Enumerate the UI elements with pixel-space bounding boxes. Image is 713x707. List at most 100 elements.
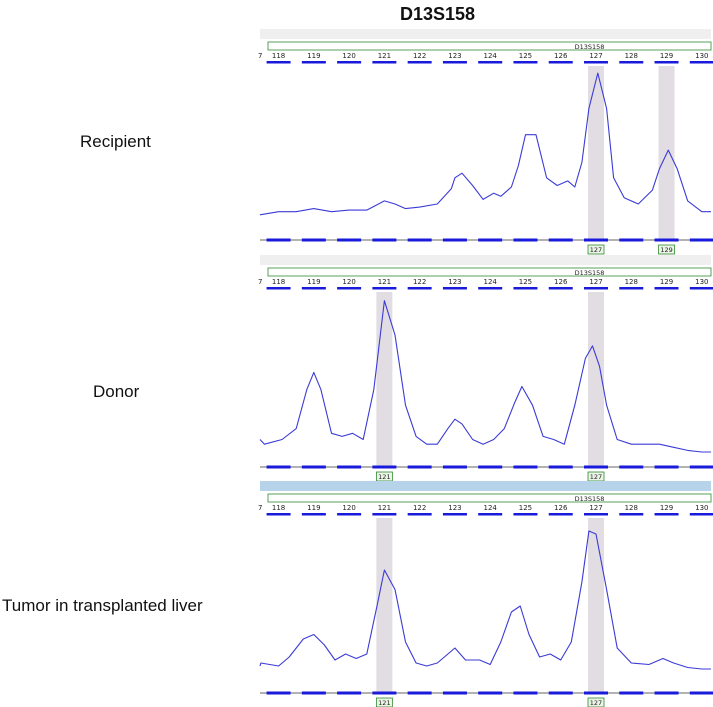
- bin-bar-bottom: [407, 465, 432, 469]
- tick-label: 122: [413, 278, 426, 286]
- tick-label: 126: [554, 52, 568, 60]
- marker-name-label: D13S158: [575, 495, 605, 503]
- peak-highlight-band: [588, 66, 604, 240]
- bin-bar-bottom: [689, 238, 713, 242]
- tick-label: 125: [519, 504, 532, 512]
- bin-bar-top: [478, 61, 503, 64]
- tick-label: 123: [448, 504, 461, 512]
- bin-bar-top: [442, 61, 467, 64]
- panel-top-bar: [260, 255, 711, 265]
- bin-bar-top: [513, 61, 538, 64]
- bin-bar-bottom: [442, 238, 467, 242]
- tick-label: 119: [307, 52, 320, 60]
- bin-bar-bottom: [584, 691, 608, 695]
- tick-label: 129: [660, 278, 673, 286]
- tick-label: 128: [625, 278, 638, 286]
- bin-bar-top: [442, 287, 467, 290]
- bin-bar-top: [548, 513, 573, 516]
- marker-name-label: D13S158: [575, 269, 605, 277]
- bin-bar-bottom: [266, 238, 291, 242]
- bin-bar-bottom: [654, 691, 679, 695]
- bin-bar-top: [337, 513, 362, 516]
- row-label-recipient: Recipient: [80, 132, 151, 151]
- bin-bar-bottom: [372, 465, 397, 469]
- tick-label: 118: [272, 278, 285, 286]
- bin-bar-bottom: [654, 465, 679, 469]
- bin-bar-top: [654, 61, 679, 64]
- tick-label: 119: [307, 278, 320, 286]
- peak-highlight-band: [588, 292, 604, 467]
- bin-bar-top: [266, 61, 291, 64]
- tick-label: 129: [660, 504, 673, 512]
- bin-bar-bottom: [407, 691, 432, 695]
- bin-bar-bottom: [442, 691, 467, 695]
- tick-label: 123: [448, 278, 461, 286]
- bin-bar-top: [337, 287, 362, 290]
- bin-bar-bottom: [619, 238, 644, 242]
- bin-bar-bottom: [301, 465, 326, 469]
- allele-call-label: 127: [590, 246, 602, 254]
- bin-bar-bottom: [337, 691, 362, 695]
- tick-label: 124: [484, 504, 498, 512]
- bin-bar-bottom: [478, 238, 503, 242]
- bin-bar-top: [513, 513, 538, 516]
- allele-call-box: [658, 244, 675, 255]
- marker-bin-box: [267, 41, 712, 51]
- bin-bar-bottom: [372, 238, 397, 242]
- bin-bar-top: [584, 513, 608, 516]
- allele-call-label: 127: [590, 473, 602, 481]
- tick-label-partial: 7: [258, 278, 262, 286]
- bin-bar-bottom: [654, 238, 679, 242]
- bin-bar-bottom: [372, 691, 397, 695]
- bin-bar-top: [372, 513, 397, 516]
- bin-bar-bottom: [337, 238, 362, 242]
- bin-bar-top: [266, 287, 291, 290]
- bin-bar-top: [301, 513, 326, 516]
- allele-call-box: [587, 244, 605, 255]
- bin-bar-top: [548, 287, 573, 290]
- series-line-0: [259, 72, 711, 216]
- bin-bar-top: [266, 513, 291, 516]
- tick-label: 121: [378, 278, 391, 286]
- bin-bar-bottom: [548, 238, 573, 242]
- bin-bar-top: [372, 287, 397, 290]
- tick-label: 120: [342, 504, 355, 512]
- tick-label: 118: [272, 504, 285, 512]
- bin-bar-top: [372, 61, 397, 64]
- bin-bar-bottom: [478, 691, 503, 695]
- bin-bar-top: [442, 513, 467, 516]
- bin-bar-top: [619, 61, 644, 64]
- tick-label-partial: 7: [258, 52, 262, 60]
- allele-call-label: 127: [590, 699, 602, 707]
- bin-bar-bottom: [513, 691, 538, 695]
- tick-label: 128: [625, 52, 638, 60]
- allele-call-box: [375, 697, 393, 707]
- panel-top-bar: [260, 29, 711, 39]
- bin-bar-top: [478, 513, 503, 516]
- bin-bar-bottom: [266, 465, 291, 469]
- bin-bar-top: [407, 61, 432, 64]
- bin-bar-bottom: [478, 465, 503, 469]
- tick-label: 130: [695, 504, 708, 512]
- tick-label: 120: [342, 52, 355, 60]
- tick-label: 130: [695, 52, 708, 60]
- marker-bin-box: [267, 493, 712, 503]
- bin-bar-bottom: [689, 465, 713, 469]
- bin-bar-top: [337, 61, 362, 64]
- tick-label: 127: [589, 52, 602, 60]
- bin-bar-top: [513, 287, 538, 290]
- bin-bar-bottom: [548, 691, 573, 695]
- series-line-2: [259, 530, 711, 670]
- bin-bar-bottom: [442, 465, 467, 469]
- tick-label: 126: [554, 504, 568, 512]
- bin-bar-bottom: [513, 465, 538, 469]
- tick-label: 123: [448, 52, 461, 60]
- bin-bar-bottom: [689, 691, 713, 695]
- tick-label: 121: [378, 52, 391, 60]
- tick-label: 122: [413, 52, 426, 60]
- row-label-tumor: Tumor in transplanted liver: [2, 596, 203, 615]
- bin-bar-top: [548, 61, 573, 64]
- tick-label: 126: [554, 278, 568, 286]
- tick-label-partial: 7: [258, 504, 262, 512]
